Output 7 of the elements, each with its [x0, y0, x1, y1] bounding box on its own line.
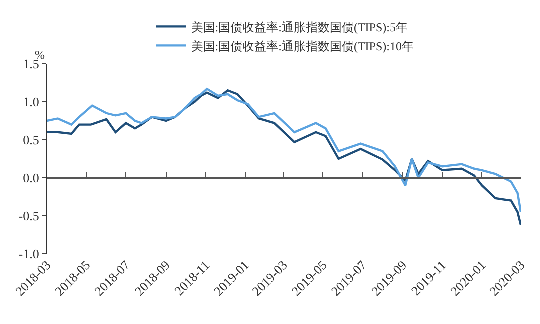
y-tick-label: 0.0	[23, 170, 40, 186]
y-tick-label: -1.0	[18, 246, 40, 262]
y-tick-label: 0.5	[23, 132, 40, 148]
legend-label: 美国:国债收益率:通胀指数国债(TIPS):10年	[191, 39, 414, 54]
y-tick-label: -0.5	[18, 208, 40, 224]
legend-label: 美国:国债收益率:通胀指数国债(TIPS):5年	[191, 20, 408, 34]
y-tick-label: 1.0	[23, 94, 40, 110]
